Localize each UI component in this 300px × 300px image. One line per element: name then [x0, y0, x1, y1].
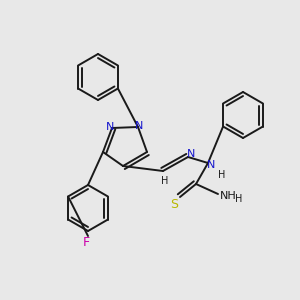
Text: NH: NH: [220, 191, 236, 201]
Text: N: N: [187, 149, 195, 159]
Text: F: F: [82, 236, 90, 248]
Text: H: H: [235, 194, 243, 204]
Text: S: S: [170, 197, 178, 211]
Text: H: H: [161, 176, 169, 186]
Text: N: N: [207, 160, 215, 170]
Text: N: N: [135, 121, 143, 131]
Text: N: N: [106, 122, 114, 132]
Text: H: H: [218, 170, 226, 180]
